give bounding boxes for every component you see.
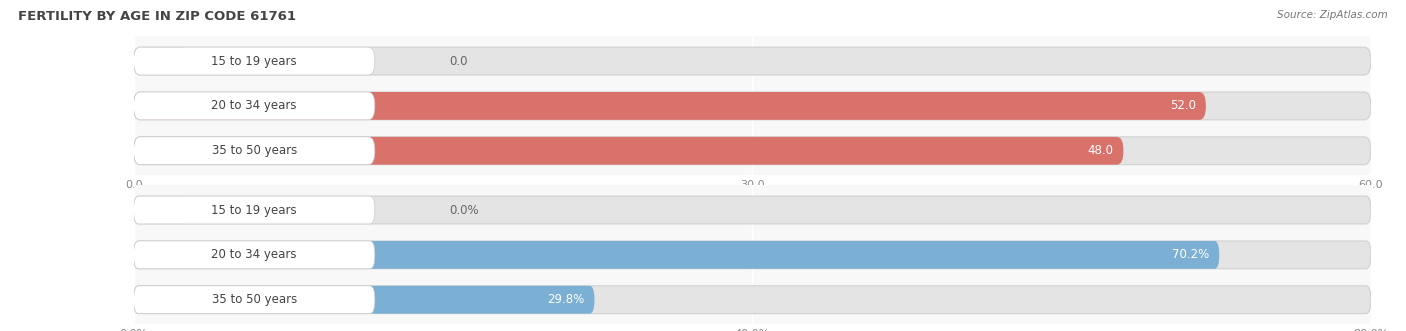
FancyBboxPatch shape bbox=[134, 47, 190, 75]
FancyBboxPatch shape bbox=[134, 92, 1206, 120]
Text: 35 to 50 years: 35 to 50 years bbox=[211, 144, 297, 157]
FancyBboxPatch shape bbox=[134, 241, 1371, 269]
FancyBboxPatch shape bbox=[134, 137, 1371, 165]
FancyBboxPatch shape bbox=[134, 137, 375, 165]
Text: 20 to 34 years: 20 to 34 years bbox=[211, 248, 297, 261]
FancyBboxPatch shape bbox=[134, 137, 1123, 165]
FancyBboxPatch shape bbox=[134, 286, 1371, 313]
FancyBboxPatch shape bbox=[134, 241, 375, 269]
FancyBboxPatch shape bbox=[134, 92, 1371, 120]
Text: 20 to 34 years: 20 to 34 years bbox=[211, 99, 297, 113]
Text: FERTILITY BY AGE IN ZIP CODE 61761: FERTILITY BY AGE IN ZIP CODE 61761 bbox=[18, 10, 297, 23]
Text: 15 to 19 years: 15 to 19 years bbox=[211, 55, 297, 68]
Text: 48.0: 48.0 bbox=[1087, 144, 1114, 157]
FancyBboxPatch shape bbox=[134, 286, 375, 313]
FancyBboxPatch shape bbox=[134, 196, 375, 224]
FancyBboxPatch shape bbox=[134, 241, 1219, 269]
FancyBboxPatch shape bbox=[134, 47, 1371, 75]
Text: 29.8%: 29.8% bbox=[547, 293, 585, 306]
Text: 0.0%: 0.0% bbox=[449, 204, 478, 216]
Text: 15 to 19 years: 15 to 19 years bbox=[211, 204, 297, 216]
Text: 70.2%: 70.2% bbox=[1173, 248, 1209, 261]
Text: 52.0: 52.0 bbox=[1170, 99, 1197, 113]
Text: 0.0: 0.0 bbox=[449, 55, 468, 68]
FancyBboxPatch shape bbox=[134, 47, 375, 75]
Text: Source: ZipAtlas.com: Source: ZipAtlas.com bbox=[1277, 10, 1388, 20]
FancyBboxPatch shape bbox=[134, 196, 1371, 224]
Text: 35 to 50 years: 35 to 50 years bbox=[211, 293, 297, 306]
FancyBboxPatch shape bbox=[134, 92, 375, 120]
FancyBboxPatch shape bbox=[134, 196, 190, 224]
FancyBboxPatch shape bbox=[134, 286, 595, 313]
